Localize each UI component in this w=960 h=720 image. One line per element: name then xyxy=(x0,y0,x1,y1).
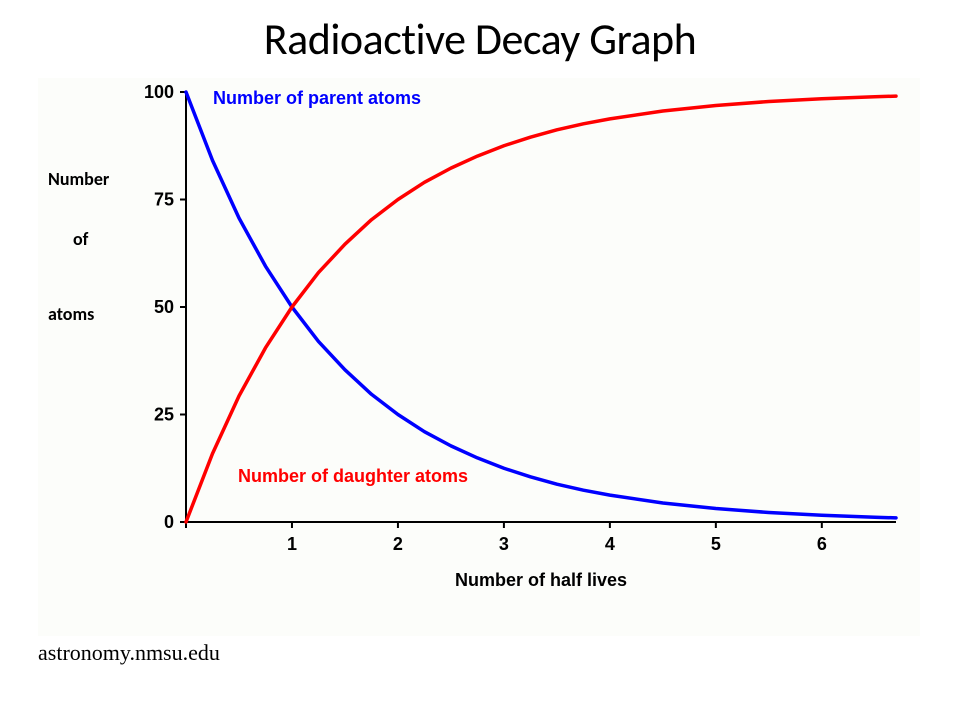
svg-text:50: 50 xyxy=(154,297,174,317)
svg-text:3: 3 xyxy=(499,534,509,554)
svg-text:100: 100 xyxy=(144,82,174,102)
svg-text:2: 2 xyxy=(393,534,403,554)
svg-text:1: 1 xyxy=(287,534,297,554)
svg-text:4: 4 xyxy=(605,534,615,554)
ylabel-line2: of xyxy=(73,228,88,250)
page-title: Radioactive Decay Graph xyxy=(0,12,960,66)
svg-text:25: 25 xyxy=(154,405,174,425)
svg-text:6: 6 xyxy=(817,534,827,554)
decay-chart: 0 25 50 75 100 1 2 3 4 5 6 Number of half lives Numb… xyxy=(38,78,920,636)
chart-svg: 0 25 50 75 100 1 2 3 4 5 6 Number of half lives Numb… xyxy=(38,78,920,636)
citation: astronomy.nmsu.edu xyxy=(38,640,220,666)
ylabel-line3: atoms xyxy=(48,303,94,325)
svg-text:Number of half lives: Number of half lives xyxy=(455,570,627,590)
svg-text:Number of daughter atoms: Number of daughter atoms xyxy=(238,466,468,486)
ylabel-line1: Number xyxy=(48,168,109,190)
svg-text:Number of parent atoms: Number of parent atoms xyxy=(213,88,421,108)
svg-text:5: 5 xyxy=(711,534,721,554)
svg-text:0: 0 xyxy=(164,512,174,532)
svg-text:75: 75 xyxy=(154,190,174,210)
